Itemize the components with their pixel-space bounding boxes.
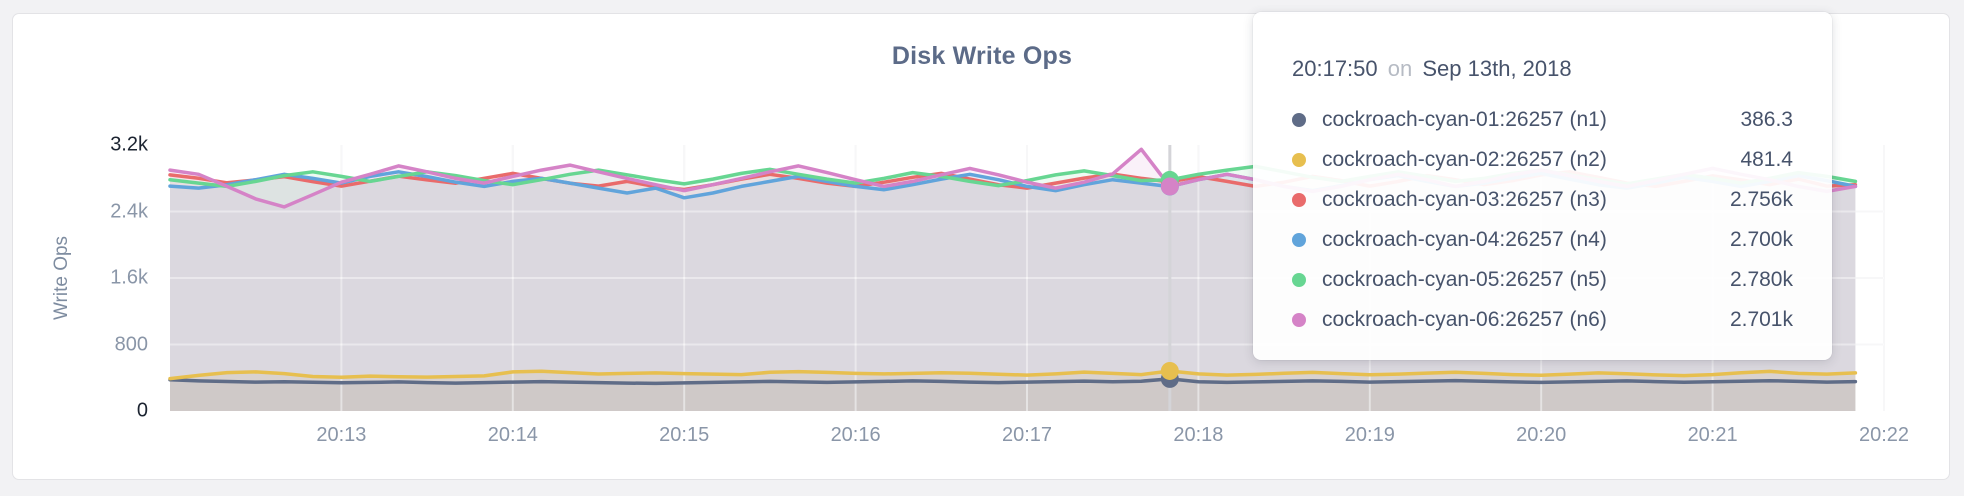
tooltip-series-value: 2.780k	[1729, 268, 1793, 291]
x-tick-label: 20:15	[659, 424, 710, 446]
chart-title: Disk Write Ops	[891, 42, 1073, 70]
hover-point	[1160, 177, 1179, 196]
y-tick-label: 0	[136, 399, 148, 422]
tooltip-series-label: cockroach-cyan-02:26257 (n2)	[1322, 148, 1607, 171]
tooltip-series-label: cockroach-cyan-06:26257 (n6)	[1322, 308, 1607, 331]
x-tick-label: 20:22	[1858, 424, 1910, 446]
tooltip-date: Sep 13th, 2018	[1422, 56, 1572, 81]
tooltip-series-label: cockroach-cyan-03:26257 (n3)	[1322, 188, 1607, 211]
x-tick-label: 20:16	[830, 424, 881, 446]
tooltip-row: cockroach-cyan-01:26257 (n1) 386.3	[1292, 100, 1793, 140]
x-tick-label: 20:21	[1687, 424, 1738, 446]
tooltip-series-label: cockroach-cyan-04:26257 (n4)	[1322, 228, 1607, 251]
y-tick-label: 2.4k	[110, 200, 148, 222]
x-tick-label: 20:14	[487, 424, 538, 446]
series-line	[168, 377, 1858, 386]
series-line	[168, 369, 1858, 381]
tooltip-row: cockroach-cyan-04:26257 (n4) 2.700k	[1292, 220, 1793, 260]
x-tick-label: 20:17	[1001, 424, 1053, 446]
series-color-dot-icon	[1292, 313, 1306, 327]
y-tick-label: 1.6k	[110, 266, 148, 289]
tooltip-row: cockroach-cyan-02:26257 (n2) 481.4	[1292, 140, 1793, 180]
series-color-dot-icon	[1292, 113, 1306, 127]
series-color-dot-icon	[1292, 273, 1306, 287]
tooltip-row: cockroach-cyan-05:26257 (n5) 2.780k	[1292, 260, 1793, 300]
x-tick-label: 20:19	[1344, 424, 1395, 446]
x-tick-label: 20:20	[1516, 424, 1567, 446]
tooltip-header: 20:17:50 on Sep 13th, 2018	[1292, 56, 1793, 82]
tooltip-series-value: 2.700k	[1729, 228, 1793, 251]
hover-point	[1160, 361, 1179, 380]
y-tick-label: 800	[114, 333, 148, 355]
series-color-dot-icon	[1292, 233, 1306, 247]
tooltip-series-value: 386.3	[1740, 108, 1793, 131]
hover-tooltip: 20:17:50 on Sep 13th, 2018 cockroach-cya…	[1253, 12, 1832, 360]
tooltip-series-label: cockroach-cyan-05:26257 (n5)	[1322, 268, 1607, 291]
tooltip-series-value: 2.756k	[1729, 188, 1793, 211]
series-area	[170, 378, 1856, 411]
tooltip-series-value: 481.4	[1740, 148, 1793, 171]
tooltip-row: cockroach-cyan-06:26257 (n6) 2.701k	[1292, 300, 1793, 340]
x-tick-label: 20:13	[316, 424, 367, 446]
tooltip-row: cockroach-cyan-03:26257 (n3) 2.756k	[1292, 180, 1793, 220]
y-tick-label: 3.2k	[110, 133, 148, 156]
series-color-dot-icon	[1292, 193, 1306, 207]
series-color-dot-icon	[1292, 153, 1306, 167]
tooltip-on-label: on	[1387, 56, 1413, 81]
x-tick-label: 20:18	[1173, 424, 1224, 446]
tooltip-series-label: cockroach-cyan-01:26257 (n1)	[1322, 108, 1607, 131]
tooltip-time: 20:17:50	[1292, 56, 1378, 81]
tooltip-series-list: cockroach-cyan-01:26257 (n1) 386.3 cockroa…	[1292, 100, 1793, 340]
tooltip-series-value: 2.701k	[1729, 308, 1793, 331]
